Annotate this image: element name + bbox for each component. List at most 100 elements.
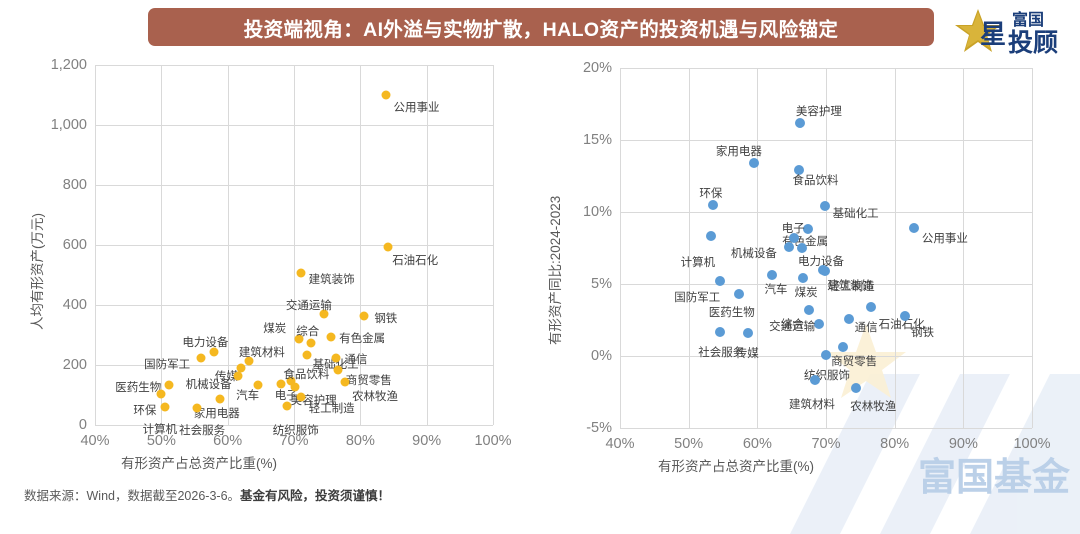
scatter-point[interactable]: [276, 379, 286, 389]
scatter-point[interactable]: [253, 380, 263, 390]
scatter-point-label: 商贸零售: [345, 375, 392, 388]
scatter-point-label: 食品饮料: [283, 368, 330, 381]
scatter-point-label: 煤炭: [794, 287, 818, 300]
scatter-point-label: 农林牧渔: [850, 400, 897, 413]
scatter-point[interactable]: [810, 375, 820, 386]
scatter-point[interactable]: [803, 224, 814, 235]
scatter-point-label: 公用事业: [393, 102, 440, 114]
scatter-point[interactable]: [803, 304, 814, 315]
scatter-point[interactable]: [899, 310, 910, 321]
scatter-point[interactable]: [209, 347, 219, 356]
gridline-horizontal: [95, 125, 493, 126]
scatter-point[interactable]: [767, 270, 778, 281]
scatter-point[interactable]: [331, 353, 341, 363]
scatter-point[interactable]: [865, 302, 876, 313]
scatter-point[interactable]: [733, 289, 744, 300]
scatter-point[interactable]: [286, 376, 296, 386]
x-axis-tick-label: 90%: [412, 433, 442, 449]
scatter-point[interactable]: [282, 401, 292, 411]
scatter-point-label: 商贸零售: [831, 356, 878, 369]
scatter-point[interactable]: [843, 313, 854, 324]
scatter-point[interactable]: [705, 231, 716, 242]
scatter-point[interactable]: [340, 377, 350, 387]
scatter-point[interactable]: [908, 222, 919, 233]
scatter-point[interactable]: [160, 402, 170, 412]
scatter-point-label: 食品饮料: [792, 175, 839, 188]
scatter-point[interactable]: [296, 392, 306, 402]
scatter-point-label: 有色金属: [782, 236, 829, 249]
scatter-point[interactable]: [196, 353, 206, 363]
page-title: 投资端视角：AI外溢与实物扩散，HALO资产的投资机遇与风险锚定: [243, 18, 839, 41]
scatter-point[interactable]: [233, 371, 243, 380]
scatter-point[interactable]: [821, 349, 831, 360]
scatter-point[interactable]: [156, 389, 166, 398]
scatter-point[interactable]: [383, 242, 393, 251]
scatter-point[interactable]: [236, 363, 246, 373]
scatter-point[interactable]: [381, 90, 391, 100]
scatter-point-label: 轻工制造: [828, 281, 875, 294]
scatter-point[interactable]: [797, 273, 808, 284]
scatter-point-label: 社会服务: [698, 346, 745, 359]
footer-note: 数据来源：Wind，数据截至2026-3-6。基金有风险，投资须谨慎！: [24, 485, 390, 504]
scatter-point[interactable]: [319, 309, 329, 319]
x-axis-tick-label: 60%: [742, 436, 772, 452]
scatter-point[interactable]: [788, 232, 799, 243]
scatter-point[interactable]: [244, 356, 254, 366]
y-axis-tick-label: 15%: [582, 132, 612, 148]
x-axis-tick-label: 80%: [880, 436, 910, 452]
scatter-point[interactable]: [742, 327, 753, 338]
scatter-point[interactable]: [793, 165, 804, 176]
scatter-point[interactable]: [715, 276, 726, 287]
scatter-point-label: 交通运输: [769, 321, 816, 334]
scatter-point[interactable]: [294, 334, 304, 344]
scatter-point[interactable]: [306, 338, 316, 348]
scatter-point[interactable]: [794, 117, 805, 128]
scatter-point-label: 石油石化: [392, 254, 439, 267]
scatter-point[interactable]: [783, 241, 794, 252]
gridline-vertical: [963, 68, 965, 428]
gridline-vertical: [688, 68, 690, 428]
y-axis-tick-label: 0%: [591, 348, 612, 364]
scatter-point[interactable]: [838, 342, 849, 353]
scatter-point-label: 农林牧渔: [352, 391, 399, 404]
scatter-point[interactable]: [215, 394, 225, 404]
scatter-point[interactable]: [296, 268, 306, 278]
scatter-point[interactable]: [851, 382, 862, 393]
y-axis-title: 有形资产同比:2024-2023: [548, 195, 563, 345]
scatter-point-label: 公用事业: [921, 232, 968, 245]
scatter-point[interactable]: [290, 382, 300, 392]
y-axis-tick-label: 5%: [591, 276, 612, 292]
gridline-horizontal: [620, 140, 1032, 141]
page-title-bar: 投资端视角：AI外溢与实物扩散，HALO资产的投资机遇与风险锚定: [148, 8, 934, 46]
y-axis-tick-label: 200: [62, 357, 87, 373]
scatter-point[interactable]: [164, 380, 174, 389]
x-axis-tick-label: 80%: [345, 433, 375, 449]
scatter-point[interactable]: [715, 326, 726, 337]
scatter-point-label: 汽车: [236, 390, 260, 403]
scatter-point[interactable]: [819, 201, 830, 212]
y-axis-tick-label: 1,000: [50, 117, 87, 133]
scatter-point-label: 计算机: [680, 257, 716, 270]
x-axis-tick-label: 70%: [811, 436, 841, 452]
gridline-vertical: [826, 68, 827, 428]
scatter-point-label: 建筑装饰: [308, 273, 355, 286]
logo-line2: 投顾: [1008, 28, 1058, 57]
scatter-point[interactable]: [708, 199, 719, 210]
scatter-point[interactable]: [302, 350, 312, 360]
scatter-point[interactable]: [796, 243, 807, 253]
scatter-point[interactable]: [333, 365, 343, 375]
scatter-point-label: 建筑材料: [789, 399, 835, 412]
scatter-point[interactable]: [814, 319, 825, 330]
scatter-point[interactable]: [326, 332, 336, 341]
scatter-point-label: 社会服务: [179, 424, 226, 437]
scatter-point-label: 计算机: [142, 424, 178, 436]
scatter-point-label: 医药生物: [115, 381, 162, 394]
scatter-point-label: 汽车: [764, 284, 788, 297]
scatter-point[interactable]: [192, 403, 202, 413]
scatter-point[interactable]: [819, 266, 830, 277]
scatter-point[interactable]: [748, 158, 759, 169]
scatter-point[interactable]: [359, 311, 369, 321]
scatter-point-label: 医药生物: [708, 307, 755, 320]
scatter-point-label: 通信: [854, 321, 878, 334]
scatter-point-label: 建筑装饰: [827, 279, 874, 292]
